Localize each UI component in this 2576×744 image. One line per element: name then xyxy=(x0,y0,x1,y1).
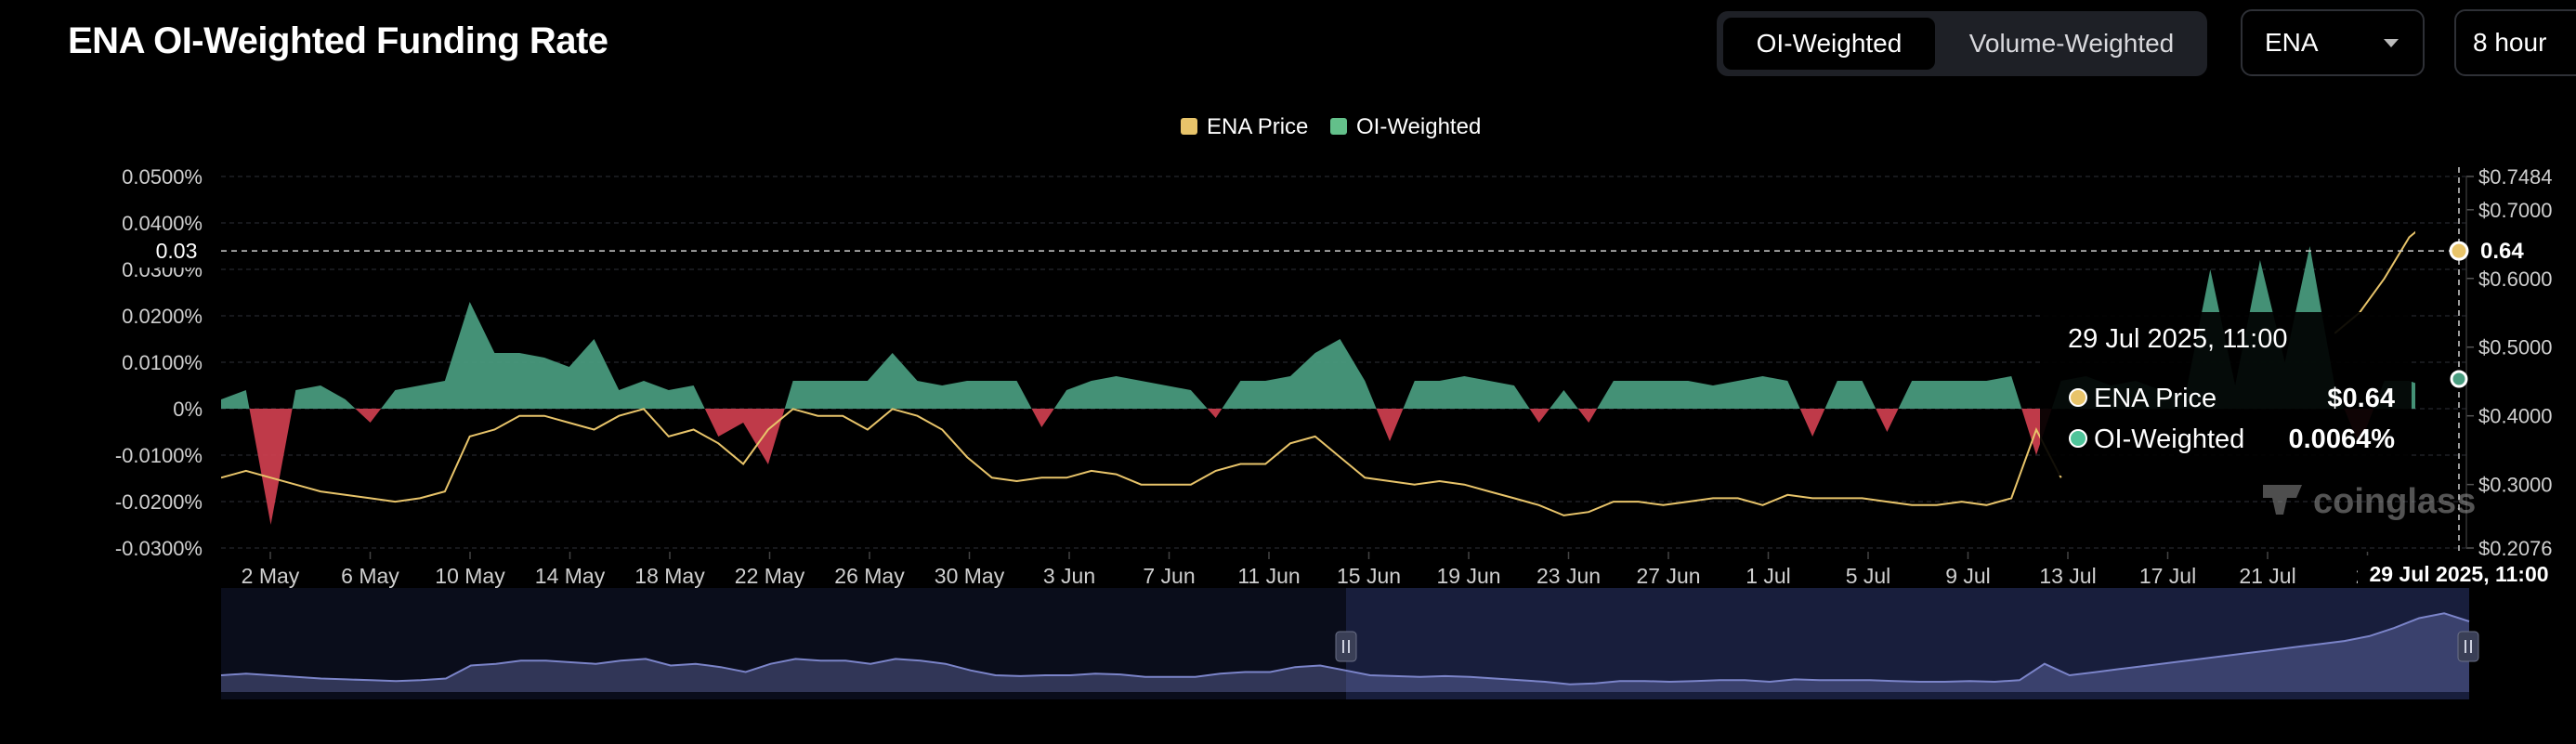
x-tick-label: 23 Jun xyxy=(1536,564,1601,588)
tooltip-swatch-oi xyxy=(2069,429,2087,448)
left-tick-label: -0.0200% xyxy=(115,490,203,514)
x-tick-label: 17 Jul xyxy=(2139,564,2196,588)
right-tick-label: $0.7000 xyxy=(2478,199,2553,222)
x-tick-label: 3 Jun xyxy=(1043,564,1095,588)
crosshair-price-label-box xyxy=(2467,232,2540,270)
legend-swatch-price xyxy=(1181,118,1197,135)
chevron-down-icon xyxy=(2384,39,2399,47)
x-tick-label: 18 May xyxy=(634,564,705,588)
crosshair-time-label: 29 Jul 2025, 11:00 xyxy=(2369,562,2548,586)
tab-volume-weighted[interactable]: Volume-Weighted xyxy=(1968,29,2175,58)
tooltip-background xyxy=(2040,312,2412,476)
watermark-text: coinglass xyxy=(2313,482,2476,521)
tooltip-oi-name: OI-Weighted xyxy=(2094,424,2244,454)
right-tick-label: $0.7484 xyxy=(2478,165,2553,189)
range-navigator[interactable] xyxy=(220,588,2479,699)
legend-label-price: ENA Price xyxy=(1207,114,1308,139)
x-tick-label: 22 May xyxy=(735,564,805,588)
left-tick-label: 0.0200% xyxy=(122,305,203,328)
tooltip-oi-value: 0.0064% xyxy=(2289,424,2396,454)
chart-legend: ENA Price OI-Weighted xyxy=(1181,114,1481,139)
left-tick-label: 0.0500% xyxy=(122,165,203,189)
hover-marker-price xyxy=(2449,241,2469,261)
oi-negative-area xyxy=(221,409,2415,525)
x-tick-label: 14 May xyxy=(535,564,606,588)
interval-select-value: 8 hour xyxy=(2473,28,2547,57)
weighting-toggle: OI-Weighted Volume-Weighted xyxy=(1717,11,2207,76)
x-tick-label: 19 Jun xyxy=(1436,564,1500,588)
navigator-handle-right[interactable] xyxy=(2457,631,2479,662)
tooltip: 29 Jul 2025, 11:00 ENA Price $0.64 OI-We… xyxy=(2040,312,2412,476)
right-tick-label: $0.4000 xyxy=(2478,405,2553,428)
x-tick-label: 7 Jun xyxy=(1143,564,1195,588)
x-tick-label: 13 Jul xyxy=(2039,564,2096,588)
crosshair-left-label-box xyxy=(139,234,214,268)
left-tick-label: -0.0100% xyxy=(115,444,203,467)
legend-label-oi: OI-Weighted xyxy=(1356,114,1481,139)
x-tick-label: 26 May xyxy=(834,564,905,588)
symbol-select-value: ENA xyxy=(2265,28,2319,57)
right-tick-label: $0.3000 xyxy=(2478,474,2553,497)
left-tick-label: -0.0300% xyxy=(115,537,203,560)
tooltip-swatch-price xyxy=(2069,388,2087,407)
x-tick-label: 10 May xyxy=(435,564,505,588)
legend-item-oi[interactable]: OI-Weighted xyxy=(1330,114,1481,139)
tab-oi-weighted[interactable]: OI-Weighted xyxy=(1723,18,1935,70)
legend-swatch-oi xyxy=(1330,118,1347,135)
left-tick-label: 0% xyxy=(173,398,203,421)
x-tick-label: 1 Jul xyxy=(1746,564,1791,588)
tooltip-title: 29 Jul 2025, 11:00 xyxy=(2068,324,2288,354)
page-title: ENA OI-Weighted Funding Rate xyxy=(68,20,608,61)
crosshair-left-label: 0.03 xyxy=(156,239,198,263)
legend-item-price[interactable]: ENA Price xyxy=(1181,114,1308,139)
x-tick-label: 5 Jul xyxy=(1846,564,1891,588)
watermark: coinglass xyxy=(2263,482,2476,521)
hover-marker-oi xyxy=(2450,370,2468,388)
interval-select[interactable]: 8 hour ⌃⌄ xyxy=(2454,9,2576,76)
x-tick-label: 2 May xyxy=(242,564,300,588)
right-tick-label: $0.5000 xyxy=(2478,336,2553,359)
left-axis: 0.0500%0.0400%0.0300%0.0200%0.0100%0%-0.… xyxy=(115,165,203,560)
symbol-select[interactable]: ENA xyxy=(2241,9,2425,76)
navigator-handle-left[interactable] xyxy=(1335,631,1357,662)
x-tick-label: 6 May xyxy=(341,564,399,588)
x-tick-label: 15 Jun xyxy=(1337,564,1401,588)
crosshair-time-label-box xyxy=(2358,555,2560,593)
crosshair-price-label: 0.64 xyxy=(2480,239,2524,264)
x-tick-label: 11 Jun xyxy=(1237,564,1300,588)
x-tick-label: 27 Jun xyxy=(1636,564,1700,588)
x-tick-label: 21 Jul xyxy=(2239,564,2295,588)
crosshair: 0.03 0.64 29 Jul 2025, 11:00 xyxy=(139,167,2560,593)
coinglass-logo-icon xyxy=(2263,485,2302,515)
left-tick-label: 0.0100% xyxy=(122,351,203,374)
x-tick-label: 9 Jul xyxy=(1945,564,1991,588)
right-axis: $0.7484 $0.7000 $0.6000 $0.5000 $0.4000 $0.30… xyxy=(2465,165,2553,560)
navigator-line xyxy=(220,612,2470,685)
x-axis: 2 May 6 May 10 May 14 May 18 May 22 May 26 May… xyxy=(242,552,2379,588)
right-tick-label: $0.6000 xyxy=(2478,268,2553,291)
navigator-area xyxy=(221,613,2469,692)
tooltip-price-value: $0.64 xyxy=(2327,384,2395,413)
tooltip-price-name: ENA Price xyxy=(2094,384,2216,413)
left-tick-label: 0.0400% xyxy=(122,212,203,235)
x-tick-label: 30 May xyxy=(935,564,1005,588)
